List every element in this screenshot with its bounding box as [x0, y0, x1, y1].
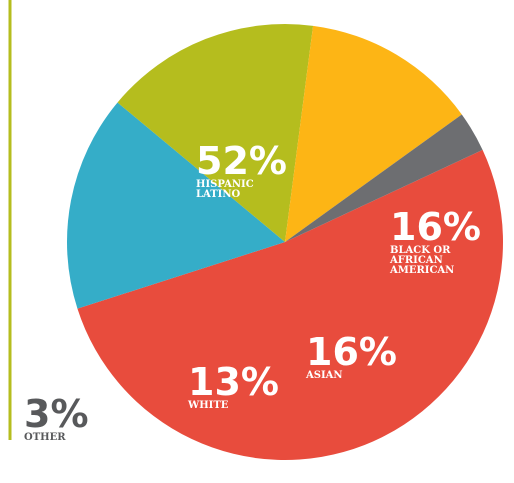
pie-slice: [117, 23, 314, 242]
category-label: HISPANIC LATINO: [196, 179, 254, 200]
percent-label: 52%: [196, 139, 287, 183]
category-label: WHITE: [188, 400, 229, 411]
slice-label: 16% BLACK OR AFRICAN AMERICAN: [390, 205, 481, 276]
percent-label: 13%: [188, 360, 279, 404]
slice-label: 13% WHITE: [188, 360, 279, 411]
pie-slice: [77, 149, 504, 461]
category-label: OTHER: [24, 432, 66, 443]
slice-label: 52% HISPANIC LATINO: [196, 139, 287, 200]
category-label: BLACK OR AFRICAN AMERICAN: [390, 245, 455, 276]
slice-label: 16% ASIAN: [306, 330, 397, 381]
pie-slice: [67, 102, 285, 309]
percent-label: 16%: [390, 205, 481, 249]
percent-label: 3%: [24, 392, 89, 436]
slice-label: 3% OTHER: [24, 392, 89, 443]
pie-slice: [285, 114, 483, 242]
pie-slice: [285, 25, 462, 242]
category-label: ASIAN: [306, 370, 343, 381]
percent-label: 16%: [306, 330, 397, 374]
